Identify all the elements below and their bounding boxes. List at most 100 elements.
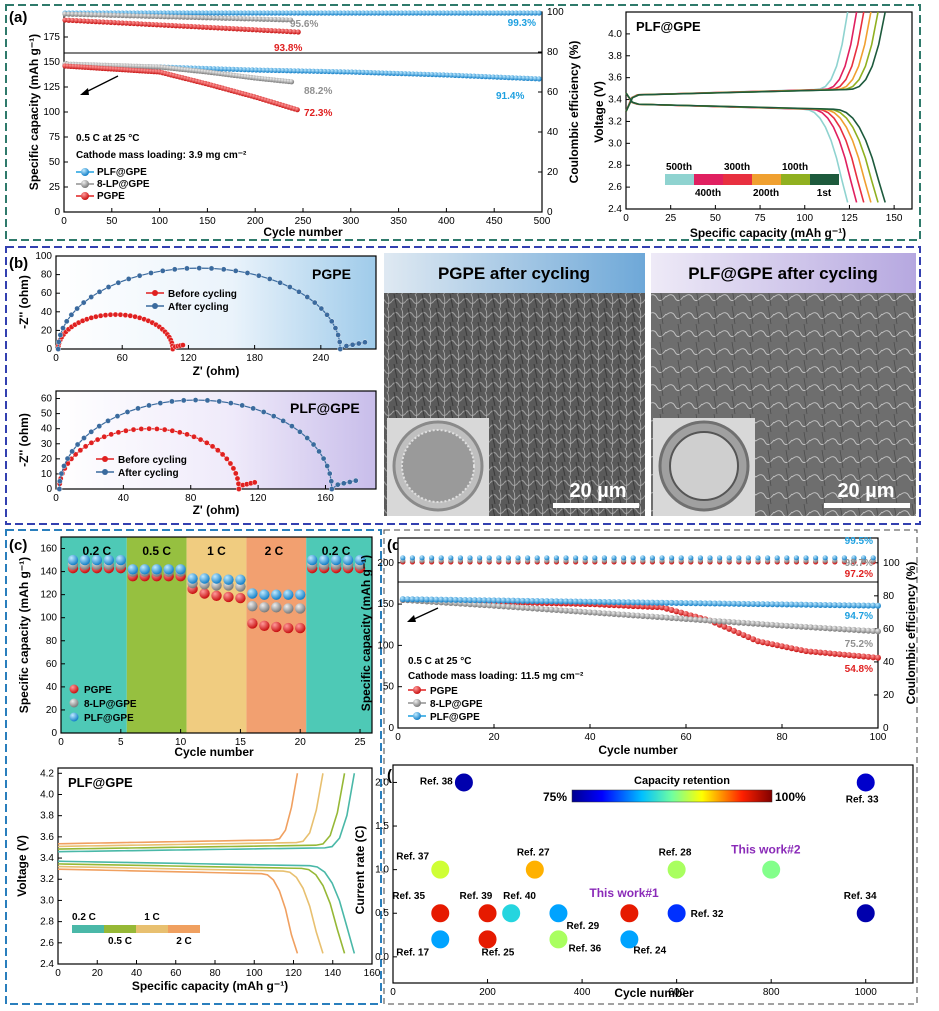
nyquist-point — [94, 436, 101, 443]
capacity-point — [219, 66, 225, 72]
capacity-point — [284, 68, 290, 74]
legend-marker-pgpe — [413, 686, 421, 694]
sem-title-plf: PLF@GPE after cycling — [688, 264, 877, 283]
capacity-point — [364, 69, 370, 76]
nyquist-point — [297, 429, 303, 435]
ce-point — [793, 555, 800, 561]
comparison-point — [430, 929, 451, 950]
nyquist-point — [112, 311, 119, 318]
ce-point — [330, 10, 336, 16]
nyquist-point — [227, 460, 234, 467]
scale-bar-label-plf: 20 µm — [837, 480, 894, 502]
ce-point — [180, 10, 187, 16]
rate-point — [223, 591, 234, 603]
colorbar — [571, 789, 773, 803]
y-tick-label: 0.0 — [375, 952, 389, 963]
charge-curve-2 C — [57, 773, 299, 845]
ce-point — [261, 16, 267, 22]
capacity-point — [764, 640, 771, 647]
nyquist-point — [122, 312, 129, 318]
ce-point — [245, 10, 252, 16]
nyquist-point — [244, 270, 251, 276]
capacity-point — [567, 608, 574, 615]
rate-point — [247, 588, 258, 599]
x-tick-label: 1000 — [855, 987, 878, 998]
ce-point — [280, 28, 286, 34]
ce-point — [310, 10, 317, 16]
capacity-point — [711, 617, 718, 624]
x-tick-label: 20 — [295, 737, 307, 748]
nyquist-point — [320, 455, 327, 462]
ce-point — [207, 24, 213, 31]
nyquist-point — [123, 427, 129, 434]
nyquist-point — [130, 426, 137, 433]
ce-point — [517, 10, 523, 16]
nyquist-point — [219, 451, 226, 458]
nyquist-point — [138, 426, 145, 432]
capacity-point — [515, 597, 521, 604]
ce-point — [154, 22, 160, 28]
colorbar-label: 100th — [782, 162, 808, 173]
y-tick-label: 50 — [49, 157, 61, 168]
capacity-point — [288, 79, 295, 85]
rate-point — [318, 554, 330, 566]
comparison-point — [453, 772, 474, 793]
capacity-point — [683, 600, 689, 607]
ce-point — [486, 10, 493, 16]
legend-pgpe: PGPE — [84, 685, 112, 696]
nyquist-point — [340, 480, 347, 487]
x-tick-label: 100 — [246, 968, 263, 979]
capacity-point — [860, 627, 867, 634]
nyquist-point — [58, 470, 65, 477]
ce-point — [142, 13, 148, 19]
nyquist-point — [80, 299, 87, 306]
capacity-point — [375, 70, 382, 76]
ce-point — [238, 10, 244, 16]
capacity-point — [471, 73, 477, 79]
y-tick-label: 0 — [46, 484, 52, 495]
ce-point — [471, 10, 477, 16]
capacity-point — [726, 618, 733, 625]
y-tick-label: 60 — [41, 288, 53, 299]
capacity-point — [630, 612, 637, 619]
ce-point — [284, 17, 290, 23]
ce-point — [544, 555, 550, 561]
y2-axis-label: Coulombic efficiency (%) — [904, 562, 918, 705]
capacity-point — [755, 620, 761, 627]
capacity-point — [242, 67, 248, 73]
capacity-point — [318, 68, 324, 74]
chart-c-voltage: 0 20 40 60 80 100 120 140 160 2.4 2.6 2.8 3.0 3.2 3.4 3… — [15, 767, 381, 993]
ce-point — [414, 10, 420, 16]
capacity-point — [391, 70, 397, 76]
capacity-point — [425, 71, 431, 78]
ce-pgpe-label: 93.8% — [274, 43, 302, 54]
rate-point — [199, 573, 210, 584]
rate-band — [246, 537, 307, 733]
panel-de-frame — [383, 529, 918, 1005]
ce-point — [326, 10, 332, 16]
x-tick-label: 0 — [623, 213, 629, 224]
ce-point — [188, 14, 194, 20]
ce-point — [112, 12, 118, 18]
ce-point — [211, 10, 217, 16]
colorbar-segment — [104, 925, 136, 933]
nyquist-point — [88, 440, 95, 446]
capacity-point — [875, 602, 881, 609]
ce-point — [784, 555, 790, 561]
legend-marker-after — [152, 303, 158, 309]
capacity-point — [268, 67, 275, 73]
rate-point — [295, 589, 306, 600]
capacity-point — [417, 71, 424, 77]
nyquist-point — [197, 436, 204, 443]
comparison-point — [761, 859, 782, 880]
inset-electrode-pgpe — [401, 429, 475, 503]
capacity-point — [596, 610, 603, 617]
capacity-point — [491, 602, 497, 609]
arrow — [83, 75, 119, 94]
capacity-point — [572, 598, 579, 605]
y-tick-label: 3.8 — [608, 51, 622, 62]
ce-point — [688, 555, 694, 561]
charge-curve-0.5 C — [57, 773, 346, 850]
y-tick-label: 50 — [383, 682, 395, 693]
